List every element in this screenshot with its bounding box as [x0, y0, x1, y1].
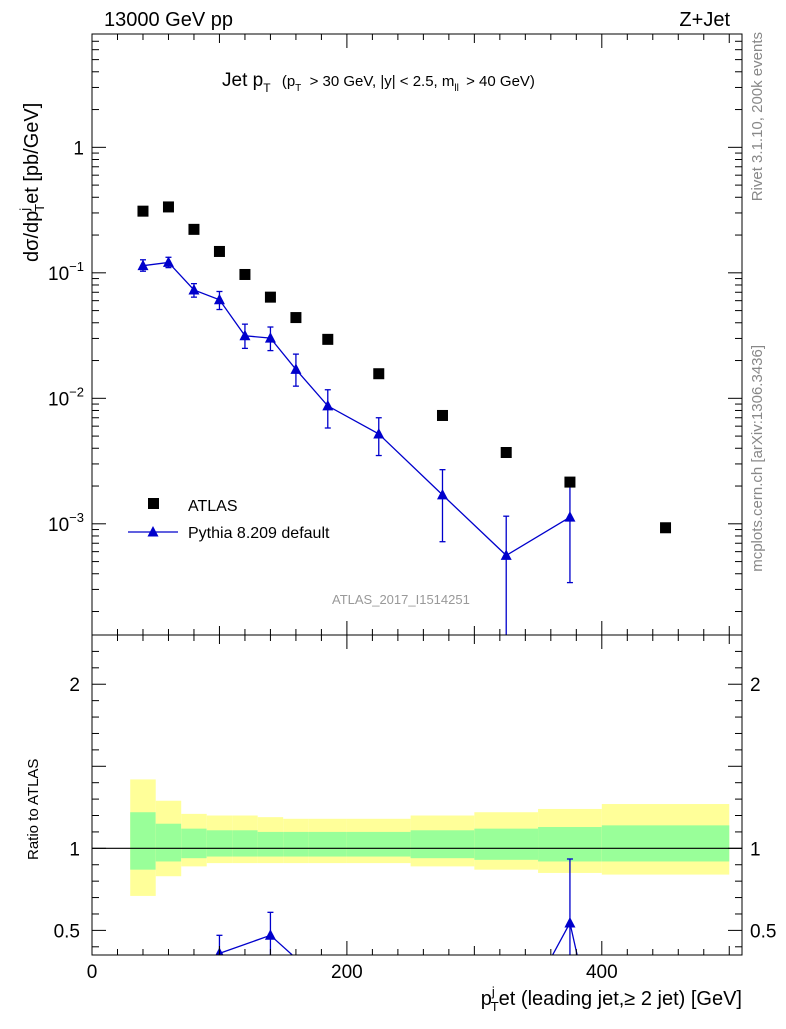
atlas-point: [264, 291, 276, 303]
ratio-y-tick-label-right: 1: [750, 839, 761, 860]
atlas-point: [500, 447, 512, 459]
atlas-point: [322, 333, 334, 345]
pythia-point: [213, 293, 225, 305]
ratio-y-tick-label-right: 2: [750, 675, 761, 696]
axes: [91, 33, 743, 956]
main-y-tick-label: 10−1: [48, 259, 84, 285]
atlas-point: [188, 223, 200, 235]
x-axis-label: pj Tet (leading jet,≥ 2 jet) [GeV]: [481, 984, 742, 1014]
band-inner-3: [206, 830, 233, 857]
pythia-point: [264, 332, 276, 343]
ratio-point: [264, 929, 276, 940]
x-tick-label: 0: [87, 962, 98, 983]
legend-pythia-label: Pythia 8.209 default: [188, 525, 330, 542]
band-inner-1: [155, 823, 182, 862]
atlas-point: [162, 201, 174, 213]
pythia-point: [373, 427, 385, 439]
pythia-point: [239, 329, 251, 341]
ratio-line-seg: [219, 934, 294, 955]
pythia-line: [142, 261, 571, 557]
legend-pythia-marker: [147, 526, 159, 537]
band-inner-6: [283, 831, 309, 857]
main-y-tick-label: 10−3: [48, 510, 84, 536]
atlas-point: [660, 522, 672, 534]
main-y-tick-label: 10−2: [48, 384, 84, 410]
ratio-y-tick-label-left: 1: [69, 839, 80, 860]
legend: ATLAS Pythia 8.209 default: [128, 498, 330, 542]
ratio-y-tick-label-right: 0.5: [750, 921, 776, 942]
ratio-series: [215, 858, 578, 955]
band-inner-10: [474, 828, 539, 860]
header-right: Z+Jet: [679, 9, 730, 31]
main-title: Jet pT (pT > 30 GeV, |y| < 2.5, mll > 40…: [222, 70, 535, 97]
band-inner-8: [346, 831, 411, 857]
ratio-y-tick-label-left: 2: [69, 675, 80, 696]
pythia-point: [188, 283, 200, 295]
mcplots-label: mcplots.cern.ch [arXiv:1306.3436]: [749, 345, 766, 572]
main-frame: [91, 33, 743, 636]
atlas-point: [239, 268, 251, 280]
ratio-line-seg: [551, 921, 578, 955]
pythia-point: [500, 549, 512, 560]
pythia-point: [564, 511, 576, 522]
analysis-label: ATLAS_2017_I1514251: [332, 592, 470, 607]
band-inner-5: [257, 831, 284, 857]
band-inner-9: [410, 830, 475, 859]
tick-labels: 1 10−1 10−2 10−3 2 2 1 1 0.5 0.5 0 200 400: [48, 138, 776, 983]
pythia-point: [322, 399, 334, 411]
ratio-ylabel: Ratio to ATLAS: [25, 759, 42, 860]
band-inner-2: [181, 828, 207, 859]
pythia-point: [162, 256, 174, 267]
atlas-point: [137, 205, 149, 217]
band-inner-4: [232, 830, 258, 857]
atlas-point: [213, 245, 225, 257]
ratio-point: [564, 917, 576, 928]
band-inner-11: [538, 827, 602, 862]
main-y-tick-label: 1: [73, 138, 84, 159]
ratio-frame: [91, 634, 743, 956]
rivet-label: Rivet 3.1.10, 200k events: [749, 32, 766, 201]
atlas-point: [564, 476, 576, 488]
pythia-point: [436, 488, 448, 500]
atlas-point: [436, 409, 448, 421]
atlas-point: [373, 368, 385, 380]
band-inner-7: [308, 831, 347, 857]
main-ylabel: dσ/dpjTet [pb/GeV]: [17, 103, 47, 262]
band-inner-0: [130, 812, 156, 870]
pythia-point: [290, 363, 302, 374]
atlas-point: [290, 312, 302, 324]
band-inner-12: [601, 825, 730, 862]
legend-atlas-label: ATLAS: [188, 498, 238, 515]
ratio-bands: [130, 779, 730, 896]
legend-atlas-marker: [148, 498, 159, 509]
x-tick-label: 200: [331, 962, 363, 983]
header-left: 13000 GeV pp: [104, 9, 233, 31]
pythia-point: [137, 259, 149, 271]
main-series: [137, 201, 672, 635]
ratio-y-tick-label-left: 0.5: [54, 921, 80, 942]
x-tick-label: 400: [586, 962, 618, 983]
